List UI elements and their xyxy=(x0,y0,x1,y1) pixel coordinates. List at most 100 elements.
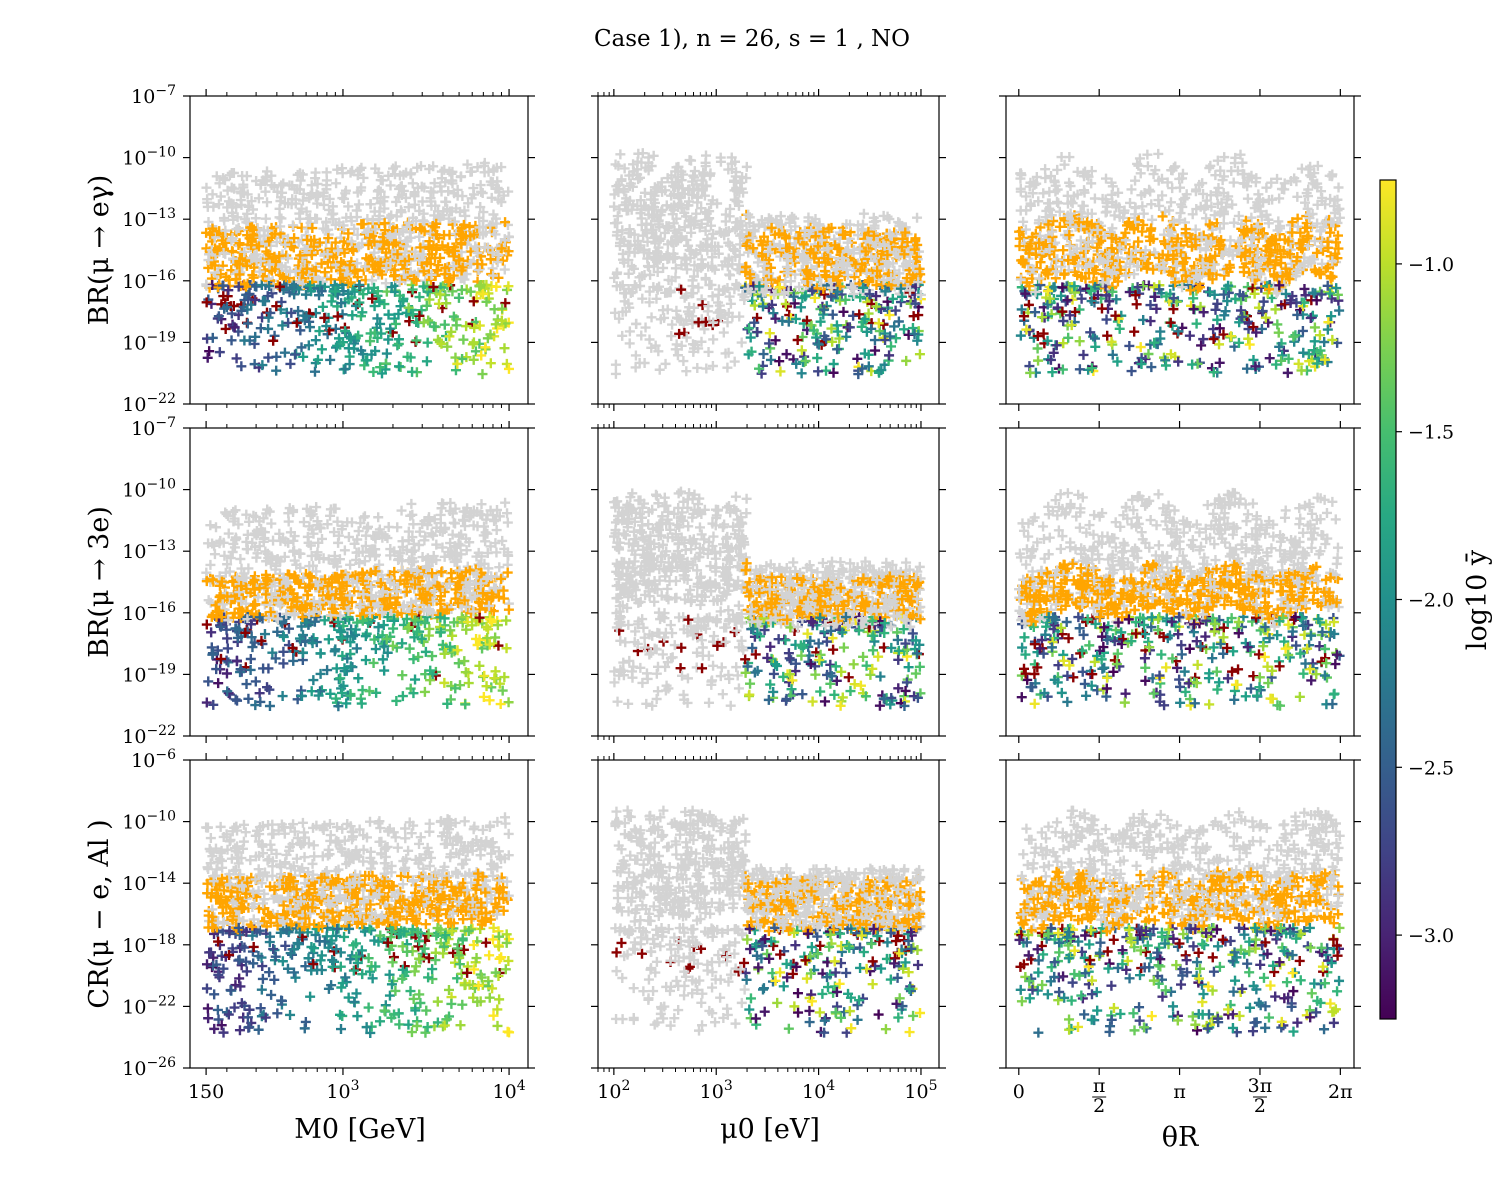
scatter-point xyxy=(718,327,729,338)
scatter-point xyxy=(1327,334,1338,345)
scatter-point xyxy=(863,349,874,360)
scatter-point xyxy=(382,612,393,623)
scatter-point xyxy=(1177,173,1188,184)
scatter-point xyxy=(708,317,719,328)
scatter-point xyxy=(1024,281,1035,292)
scatter-point xyxy=(459,521,470,532)
scatter-point xyxy=(365,199,376,210)
scatter-point xyxy=(683,196,694,207)
scatter-point xyxy=(904,285,915,296)
scatter-point xyxy=(1214,223,1225,234)
scatter-point xyxy=(388,163,399,174)
scatter-point xyxy=(338,220,349,231)
scatter-point xyxy=(691,247,702,258)
scatter-point xyxy=(1034,273,1045,284)
scatter-point xyxy=(684,155,695,166)
scatter-point xyxy=(335,265,346,276)
scatter-point xyxy=(297,612,308,623)
scatter-point xyxy=(1162,177,1173,188)
scatter-point xyxy=(1064,177,1075,188)
scatter-point xyxy=(478,215,489,226)
scatter-point xyxy=(650,254,661,265)
scatter-point xyxy=(1333,230,1343,241)
scatter-point xyxy=(1244,339,1255,350)
scatter-point xyxy=(801,315,812,326)
scatter-point xyxy=(1124,340,1135,351)
scatter-point xyxy=(337,272,348,283)
scatter-point xyxy=(770,335,781,346)
scatter-point xyxy=(422,257,433,268)
scatter-point xyxy=(770,313,781,324)
scatter-point xyxy=(1016,304,1027,315)
scatter-point xyxy=(496,243,507,254)
scatter-point xyxy=(243,693,254,704)
scatter-point xyxy=(668,248,679,259)
scatter-point xyxy=(1130,203,1141,214)
scatter-point xyxy=(397,691,408,702)
scatter-point xyxy=(312,198,323,209)
scatter-point xyxy=(346,216,357,227)
scatter-point xyxy=(1044,244,1055,255)
scatter-point xyxy=(1164,230,1175,241)
scatter-point xyxy=(1136,190,1147,201)
scatter-point xyxy=(680,259,691,270)
scatter-point xyxy=(435,212,446,223)
scatter-point xyxy=(609,201,620,212)
scatter-point xyxy=(853,369,864,380)
scatter-point xyxy=(1270,304,1281,315)
scatter-point xyxy=(1143,258,1154,269)
scatter-point xyxy=(219,175,230,186)
scatter-point xyxy=(1327,256,1338,267)
scatter-point xyxy=(503,697,514,708)
scatter-point xyxy=(1070,306,1081,317)
scatter-point xyxy=(439,269,450,280)
scatter-point xyxy=(672,350,683,361)
scatter-point xyxy=(1271,288,1282,299)
scatter-point xyxy=(488,270,499,281)
scatter-point xyxy=(398,227,409,238)
scatter-point xyxy=(1218,209,1229,220)
scatter-point xyxy=(280,239,291,250)
scatter-point xyxy=(1246,212,1257,223)
scatter-point xyxy=(1137,201,1148,212)
scatter-point xyxy=(426,269,437,280)
scatter-point xyxy=(236,305,247,316)
scatter-point xyxy=(629,280,640,291)
scatter-point xyxy=(657,204,668,215)
scatter-point xyxy=(1250,361,1261,372)
scatter-point xyxy=(1305,161,1316,172)
scatter-point xyxy=(1168,216,1179,227)
scatter-point xyxy=(1120,227,1131,238)
scatter-point xyxy=(220,323,231,334)
scatter-point xyxy=(630,350,641,361)
scatter-point xyxy=(760,286,771,297)
scatter-point xyxy=(1125,197,1136,208)
scatter-point xyxy=(1223,280,1234,291)
scatter-point xyxy=(242,304,253,315)
scatter-point xyxy=(873,318,884,329)
scatter-point xyxy=(309,366,320,377)
scatter-point xyxy=(1201,213,1212,224)
scatter-point xyxy=(342,261,353,272)
scatter-point xyxy=(643,152,654,163)
scatter-point xyxy=(490,229,501,240)
scatter-point xyxy=(207,332,218,343)
scatter-point xyxy=(352,299,363,310)
scatter-point xyxy=(1306,221,1317,232)
scatter-point xyxy=(1133,236,1144,247)
scatter-point xyxy=(1300,290,1311,301)
scatter-point xyxy=(1130,245,1141,256)
scatter-point xyxy=(1198,188,1209,199)
scatter-point xyxy=(1332,289,1343,300)
scatter-point xyxy=(1165,197,1176,208)
scatter-point xyxy=(623,268,634,279)
y-tick-label: 10−7 xyxy=(131,83,176,108)
scatter-point xyxy=(353,526,364,537)
scatter-point xyxy=(1066,196,1077,207)
scatter-point xyxy=(611,281,622,292)
scatter-point xyxy=(681,332,692,343)
scatter-point xyxy=(884,350,895,361)
scatter-point xyxy=(311,502,322,513)
scatter-point xyxy=(1180,224,1191,235)
scatter-point xyxy=(306,686,317,697)
